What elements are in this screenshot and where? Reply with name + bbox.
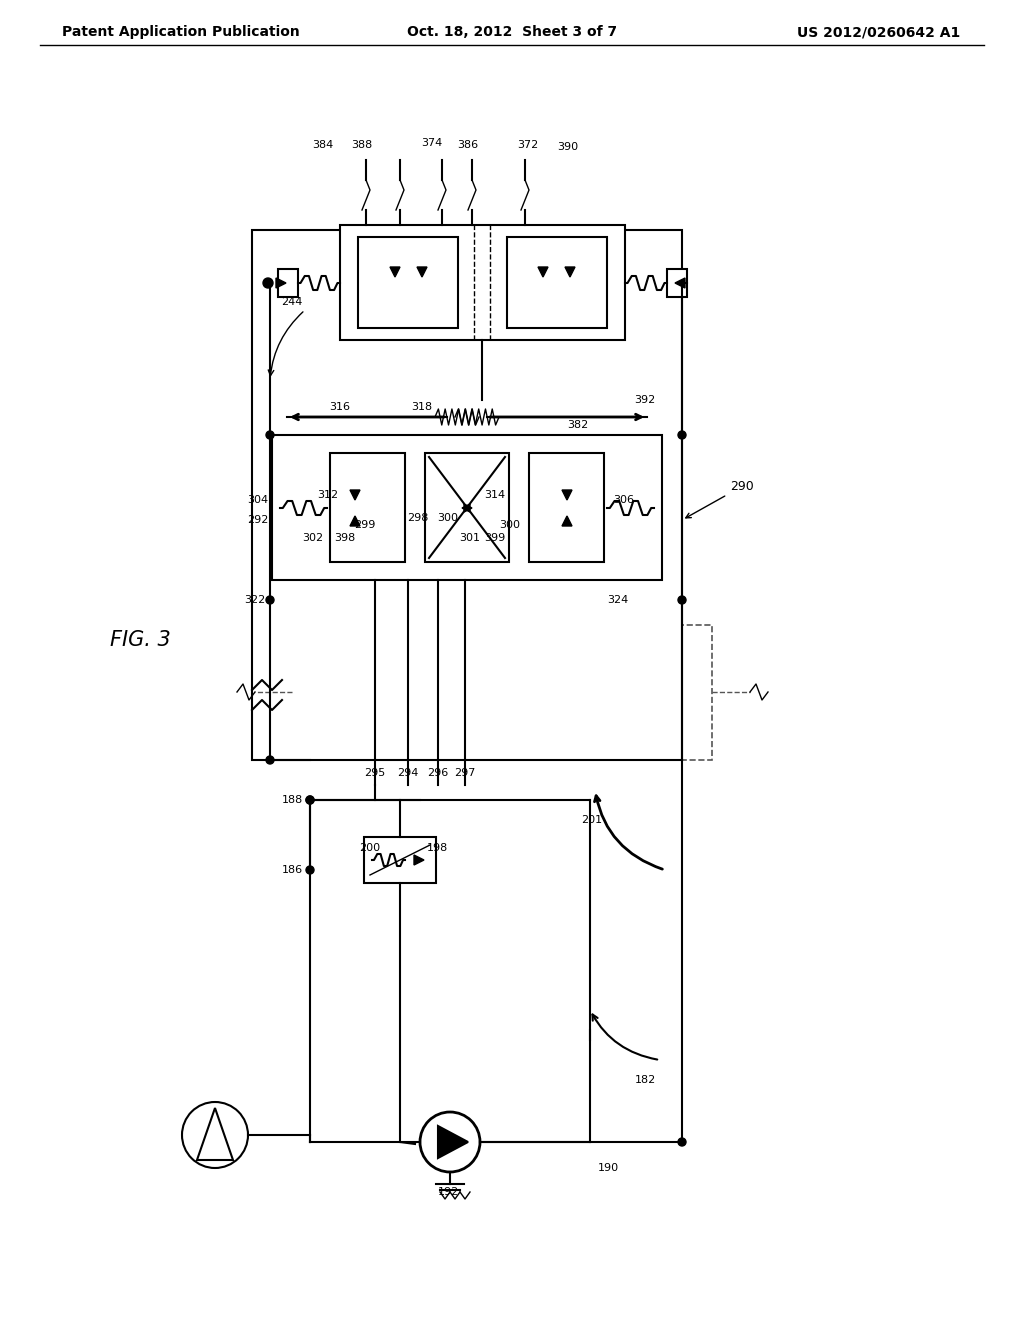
Text: 398: 398 xyxy=(335,533,355,543)
Text: 300: 300 xyxy=(437,513,459,523)
Text: 372: 372 xyxy=(517,140,539,150)
Text: 300: 300 xyxy=(500,520,520,531)
Polygon shape xyxy=(350,516,360,525)
Text: 324: 324 xyxy=(607,595,629,605)
Text: 295: 295 xyxy=(365,768,386,777)
Text: 188: 188 xyxy=(282,795,303,805)
Bar xyxy=(272,436,662,579)
Text: 186: 186 xyxy=(282,865,302,875)
Text: Patent Application Publication: Patent Application Publication xyxy=(62,25,300,40)
Polygon shape xyxy=(417,267,427,277)
Circle shape xyxy=(678,597,686,605)
Text: 390: 390 xyxy=(557,143,579,152)
Text: 392: 392 xyxy=(635,395,655,405)
Polygon shape xyxy=(276,279,286,288)
Circle shape xyxy=(266,432,274,440)
Text: 298: 298 xyxy=(408,513,429,523)
Text: 301: 301 xyxy=(460,533,480,543)
Text: Oct. 18, 2012  Sheet 3 of 7: Oct. 18, 2012 Sheet 3 of 7 xyxy=(407,25,617,40)
Circle shape xyxy=(306,796,314,804)
Polygon shape xyxy=(438,1126,468,1158)
Bar xyxy=(529,453,604,562)
Text: 299: 299 xyxy=(354,520,376,531)
Bar xyxy=(358,238,458,327)
Polygon shape xyxy=(414,855,424,865)
Polygon shape xyxy=(390,267,400,277)
Text: 386: 386 xyxy=(458,140,478,150)
Circle shape xyxy=(678,1138,686,1146)
Text: 296: 296 xyxy=(427,768,449,777)
Text: 306: 306 xyxy=(613,495,635,506)
Text: 192: 192 xyxy=(437,1187,459,1197)
Polygon shape xyxy=(565,267,575,277)
Circle shape xyxy=(263,279,273,288)
Bar xyxy=(425,453,509,562)
Bar xyxy=(507,238,607,327)
Bar xyxy=(340,224,625,341)
Text: 318: 318 xyxy=(412,403,432,412)
Circle shape xyxy=(306,866,314,874)
Text: 316: 316 xyxy=(330,403,350,412)
Bar xyxy=(278,269,298,297)
Text: 190: 190 xyxy=(597,1163,618,1173)
Text: 384: 384 xyxy=(312,140,334,150)
Text: 374: 374 xyxy=(421,139,442,148)
Text: 399: 399 xyxy=(484,533,506,543)
Text: 382: 382 xyxy=(567,420,589,430)
Text: 297: 297 xyxy=(455,768,476,777)
Text: 322: 322 xyxy=(245,595,265,605)
Polygon shape xyxy=(538,267,548,277)
Text: 294: 294 xyxy=(397,768,419,777)
Text: 182: 182 xyxy=(635,1074,655,1085)
Text: 302: 302 xyxy=(302,533,324,543)
Text: FIG. 3: FIG. 3 xyxy=(110,630,170,649)
Bar xyxy=(364,837,436,883)
Text: 201: 201 xyxy=(582,814,602,825)
Text: 292: 292 xyxy=(248,515,268,525)
Text: 200: 200 xyxy=(359,843,381,853)
Circle shape xyxy=(266,756,274,764)
Polygon shape xyxy=(462,504,470,512)
Circle shape xyxy=(306,796,314,804)
Polygon shape xyxy=(350,490,360,500)
Text: 244: 244 xyxy=(282,297,303,308)
Bar xyxy=(667,269,687,297)
Bar xyxy=(292,624,712,760)
Text: 388: 388 xyxy=(351,140,373,150)
Bar xyxy=(252,230,682,760)
Text: 312: 312 xyxy=(317,490,339,500)
Bar xyxy=(330,453,406,562)
Polygon shape xyxy=(562,490,572,500)
Text: 198: 198 xyxy=(426,843,447,853)
Text: 304: 304 xyxy=(248,495,268,506)
Text: 314: 314 xyxy=(484,490,506,500)
Polygon shape xyxy=(675,279,685,288)
Polygon shape xyxy=(464,504,472,512)
Text: US 2012/0260642 A1: US 2012/0260642 A1 xyxy=(797,25,961,40)
Polygon shape xyxy=(562,516,572,525)
Circle shape xyxy=(266,597,274,605)
Circle shape xyxy=(678,432,686,440)
Text: 290: 290 xyxy=(686,480,754,517)
